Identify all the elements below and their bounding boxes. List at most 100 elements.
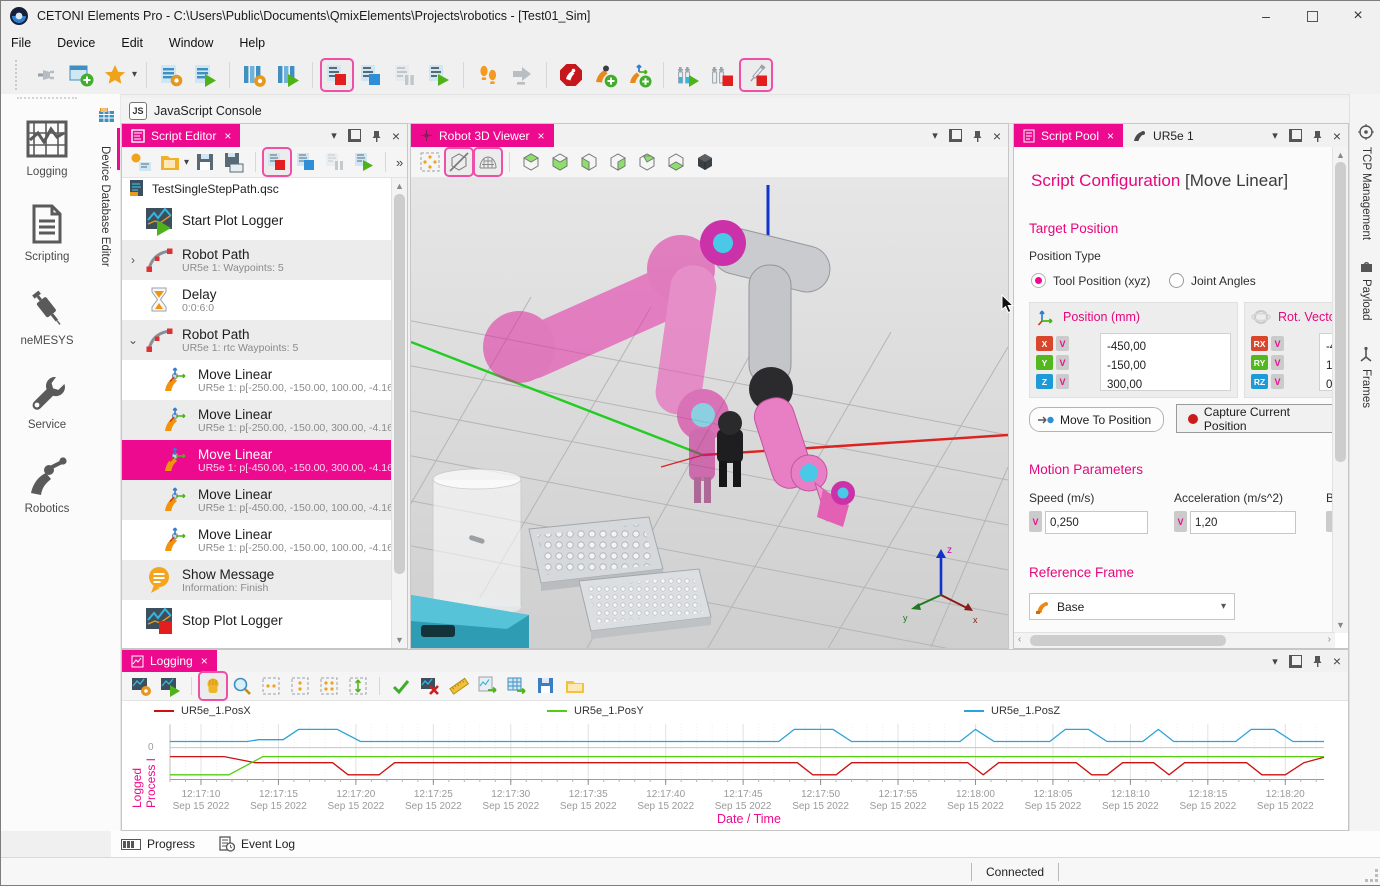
value-type-chip[interactable]: V xyxy=(1174,511,1187,532)
menu-edit[interactable]: Edit xyxy=(121,36,143,50)
move-to-position-button[interactable]: Move To Position xyxy=(1029,407,1165,432)
view-left-icon[interactable] xyxy=(576,149,602,175)
abort-script-icon[interactable] xyxy=(293,149,319,175)
menu-help[interactable]: Help xyxy=(239,36,266,50)
save-all-icon[interactable] xyxy=(221,149,247,175)
close-tab-icon[interactable]: × xyxy=(200,654,208,668)
value-type-chip[interactable]: V xyxy=(1271,336,1284,351)
legend-item-posy[interactable]: UR5e_1.PosY xyxy=(547,705,644,717)
view-right-icon[interactable] xyxy=(605,149,631,175)
save-script-icon[interactable] xyxy=(192,149,218,175)
script-file-row[interactable]: TestSingleStepPath.qsc xyxy=(122,178,392,200)
add-robot-axis-icon[interactable] xyxy=(624,60,654,90)
progress-toggle[interactable]: Progress xyxy=(121,837,195,851)
open-script-icon[interactable] xyxy=(157,149,183,175)
pin-icon[interactable] xyxy=(1313,130,1322,142)
value-type-chip[interactable]: V xyxy=(1271,374,1284,389)
tab-script-editor[interactable]: Script Editor × xyxy=(122,124,241,147)
plot-area[interactable] xyxy=(162,724,1332,787)
value-type-chip[interactable]: V xyxy=(1056,355,1069,370)
run-script-icon[interactable] xyxy=(351,149,377,175)
view-back-icon[interactable] xyxy=(547,149,573,175)
tab-script-pool[interactable]: Script Pool × xyxy=(1014,124,1124,147)
disconnect-plug-icon[interactable] xyxy=(32,60,62,90)
favorites-dropdown-caret[interactable]: ▾ xyxy=(132,69,138,80)
reset-view-icon[interactable] xyxy=(417,149,443,175)
tab-logging[interactable]: Logging × xyxy=(122,650,217,672)
step-move-linear-1[interactable]: Move Linear UR5e 1: p[-250.00, -150.00, 1… xyxy=(122,360,392,400)
project-config-icon[interactable] xyxy=(239,60,269,90)
blend-field-clipped[interactable] xyxy=(1326,511,1335,532)
radio-unselected-icon[interactable] xyxy=(1169,273,1184,288)
float-panel-icon[interactable] xyxy=(347,129,361,142)
view-bottom-icon[interactable] xyxy=(663,149,689,175)
step-move-linear-2[interactable]: Move Linear UR5e 1: p[-250.00, -150.00, 3… xyxy=(122,400,392,440)
panel-menu-icon[interactable]: ▾ xyxy=(1272,130,1278,142)
reference-frame-dropdown[interactable]: Base ▾ xyxy=(1029,593,1235,620)
expand-chevron-icon[interactable]: › xyxy=(131,253,135,267)
script-tree-scrollbar[interactable]: ▲ ▼ xyxy=(391,178,407,648)
minimize-button[interactable]: – xyxy=(1262,8,1270,24)
pin-icon[interactable] xyxy=(973,130,982,142)
float-panel-icon[interactable] xyxy=(1288,654,1302,668)
dock-tab-tcp-management[interactable]: TCP Management xyxy=(1350,124,1380,240)
maximize-button[interactable] xyxy=(1289,1,1335,31)
panel-menu-icon[interactable]: ▾ xyxy=(331,130,337,142)
device-start-icon[interactable] xyxy=(190,60,220,90)
new-script-icon[interactable] xyxy=(128,149,154,175)
close-tab-icon[interactable]: × xyxy=(537,128,545,143)
close-panel-icon[interactable]: × xyxy=(1332,653,1341,669)
speed-field[interactable]: V 0,250 xyxy=(1029,511,1148,534)
robot-3d-scene[interactable]: z x y xyxy=(411,177,1008,648)
close-panel-icon[interactable]: × xyxy=(391,127,400,144)
value-type-chip[interactable]: V xyxy=(1056,374,1069,389)
zoom-magnifier-icon[interactable] xyxy=(229,673,255,699)
step-move-linear-4[interactable]: Move Linear UR5e 1: p[-450.00, -150.00, 1… xyxy=(122,480,392,520)
sidebar-item-robotics[interactable]: Robotics xyxy=(1,443,93,527)
zoom-x-icon[interactable] xyxy=(258,673,284,699)
dock-tab-payload[interactable]: Payload xyxy=(1350,259,1380,321)
event-log-toggle[interactable]: Event Log xyxy=(219,836,295,852)
step-show-message[interactable]: Show Message Information: Finish xyxy=(122,560,392,600)
value-type-chip[interactable]: V xyxy=(1271,355,1284,370)
script-run-icon[interactable] xyxy=(424,60,454,90)
acceleration-input[interactable]: 1,20 xyxy=(1190,511,1296,534)
close-panel-icon[interactable]: × xyxy=(992,127,1001,144)
measure-ruler-icon[interactable] xyxy=(446,673,472,699)
add-robot-icon[interactable] xyxy=(590,60,620,90)
open-log-folder-icon[interactable] xyxy=(562,673,588,699)
float-panel-icon[interactable] xyxy=(948,129,962,142)
pool-horizontal-scrollbar[interactable]: ‹ › xyxy=(1014,632,1335,648)
value-type-chip[interactable]: V xyxy=(1056,336,1069,351)
capture-current-position-button[interactable]: Capture Current Position xyxy=(1176,404,1335,433)
step-robot-path-2[interactable]: ⌄ Robot Path UR5e 1: rtc Waypoints: 5 xyxy=(122,320,392,360)
sidebar-item-nemesys[interactable]: neMESYS xyxy=(1,275,93,359)
js-console-tab[interactable]: JS JavaScript Console xyxy=(121,98,1357,124)
dosing-start-icon[interactable] xyxy=(673,60,703,90)
pan-hand-icon[interactable] xyxy=(198,671,228,701)
dosing-stop-icon[interactable] xyxy=(707,60,737,90)
wireframe-view-icon[interactable] xyxy=(444,147,474,177)
position-values[interactable]: -450,00 -150,00 300,00 xyxy=(1100,333,1231,391)
zoom-fit-icon[interactable] xyxy=(345,673,371,699)
toolbar-drag-handle[interactable] xyxy=(15,59,22,90)
plot-settings-icon[interactable] xyxy=(128,673,154,699)
pin-icon[interactable] xyxy=(1313,655,1322,667)
panel-menu-icon[interactable]: ▾ xyxy=(1272,655,1278,668)
close-tab-icon[interactable]: × xyxy=(1107,128,1115,143)
step-robot-path-1[interactable]: › Robot Path UR5e 1: Waypoints: 5 xyxy=(122,240,392,280)
view-front-icon[interactable] xyxy=(518,149,544,175)
step-move-linear-5[interactable]: Move Linear UR5e 1: p[-250.00, -150.00, 1… xyxy=(122,520,392,560)
show-grid-icon[interactable] xyxy=(473,147,503,177)
acceleration-field[interactable]: V 1,20 xyxy=(1174,511,1296,534)
single-step-footprints-icon[interactable] xyxy=(473,60,503,90)
pin-icon[interactable] xyxy=(372,130,381,142)
zoom-y-icon[interactable] xyxy=(287,673,313,699)
syringe-stop-selected-icon[interactable] xyxy=(739,57,774,92)
zoom-box-icon[interactable] xyxy=(316,673,342,699)
add-window-icon[interactable] xyxy=(66,60,96,90)
panel-menu-icon[interactable]: ▾ xyxy=(932,130,938,142)
device-database-editor-tab[interactable]: Device Database Editor xyxy=(93,94,121,831)
sidebar-item-service[interactable]: Service xyxy=(1,359,93,443)
export-table-icon[interactable] xyxy=(504,673,530,699)
